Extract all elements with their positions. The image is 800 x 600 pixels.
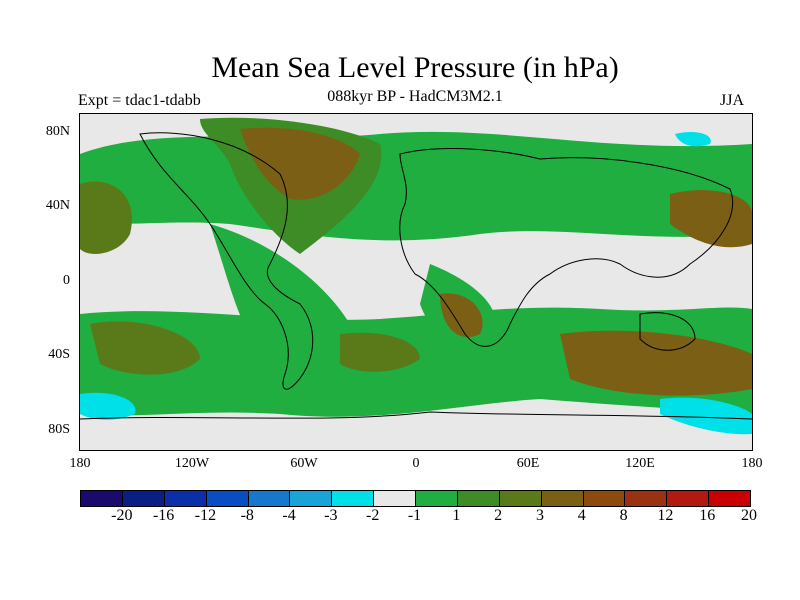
experiment-label: Expt = tdac1-tdabb xyxy=(78,92,201,109)
lon-label-60e: 60E xyxy=(516,456,540,471)
pressure-region-brown-indian xyxy=(560,330,752,396)
colorbar-tick-label: 12 xyxy=(657,507,674,524)
lat-label-80n: 80N xyxy=(45,124,70,139)
colorbar-swatch xyxy=(206,491,249,506)
colorbar-swatch xyxy=(122,491,165,506)
colorbar-swatch xyxy=(416,491,458,506)
pressure-region-cyan-southwest xyxy=(80,392,136,420)
colorbar-tick-label: 20 xyxy=(741,507,757,524)
colorbar-swatch xyxy=(541,491,584,506)
pressure-region-olive-south-atlantic xyxy=(340,332,420,372)
coastline-australia xyxy=(639,312,696,351)
colorbar-tick-label: -16 xyxy=(152,507,175,524)
colorbar-swatch xyxy=(290,491,333,506)
colorbar-swatch xyxy=(625,491,668,506)
colorbar-tick-label: -12 xyxy=(194,507,217,524)
colorbar-swatch xyxy=(499,491,542,506)
colorbar-tick-label: -1 xyxy=(407,507,422,524)
lat-label-0: 0 xyxy=(63,273,70,288)
colorbar xyxy=(80,490,751,507)
lon-label-120w: 120W xyxy=(174,456,210,471)
colorbar-tick-label: -2 xyxy=(366,507,380,524)
colorbar-tick-label: 4 xyxy=(577,507,586,524)
colorbar-tick-label: -4 xyxy=(282,507,296,524)
pressure-region-cyan-southeast xyxy=(660,397,752,435)
pressure-region-brown-arctic xyxy=(240,127,360,200)
lat-label-40n: 40N xyxy=(45,198,70,213)
lon-label-180-east: 180 xyxy=(741,456,763,471)
coastline-americas xyxy=(139,132,314,390)
pressure-region-olive-south-pacific xyxy=(90,321,200,375)
season-label: JJA xyxy=(720,92,745,109)
pressure-region-brown-pacific-east xyxy=(670,190,752,248)
colorbar-tick-label: 1 xyxy=(452,507,461,524)
colorbar-swatch xyxy=(81,491,123,506)
colorbar-swatch xyxy=(164,491,207,506)
lon-label-0: 0 xyxy=(412,456,420,471)
lon-label-180-west: 180 xyxy=(69,456,91,471)
map-panel xyxy=(79,113,753,451)
coastline-antarctica xyxy=(80,411,752,420)
colorbar-tick-label: -8 xyxy=(240,507,254,524)
colorbar-tick-label: 16 xyxy=(699,507,716,524)
pressure-region-green-north xyxy=(80,131,752,241)
pressure-region-brown-africa xyxy=(440,293,483,338)
pressure-region-cyan-arctic xyxy=(675,132,711,147)
colorbar-swatch xyxy=(332,491,375,506)
colorbar-swatch xyxy=(248,491,291,506)
coastline-eurasia-africa xyxy=(399,148,734,347)
pressure-region-olive-pacific-west xyxy=(80,181,132,254)
colorbar-swatch xyxy=(457,491,500,506)
colorbar-swatch xyxy=(667,491,710,506)
lon-label-120e: 120E xyxy=(625,456,655,471)
colorbar-tick-label: 8 xyxy=(619,507,628,524)
lon-label-60w: 60W xyxy=(290,456,318,471)
map-canvas xyxy=(80,117,752,435)
colorbar-tick-label: 2 xyxy=(494,507,503,524)
model-subtitle: 088kyr BP - HadCM3M2.1 xyxy=(327,88,503,105)
colorbar-tick-label: -20 xyxy=(111,507,133,524)
pressure-region-green-americas xyxy=(210,224,360,375)
lat-label-80s: 80S xyxy=(48,422,70,437)
colorbar-tick-label: 3 xyxy=(535,507,544,524)
colorbar-tick-label: -3 xyxy=(324,507,338,524)
colorbar-swatch xyxy=(374,491,416,506)
lat-label-40s: 40S xyxy=(48,347,70,362)
colorbar-swatch xyxy=(583,491,626,506)
colorbar-swatch xyxy=(709,491,750,506)
chart-title: Mean Sea Level Pressure (in hPa) xyxy=(211,51,619,84)
